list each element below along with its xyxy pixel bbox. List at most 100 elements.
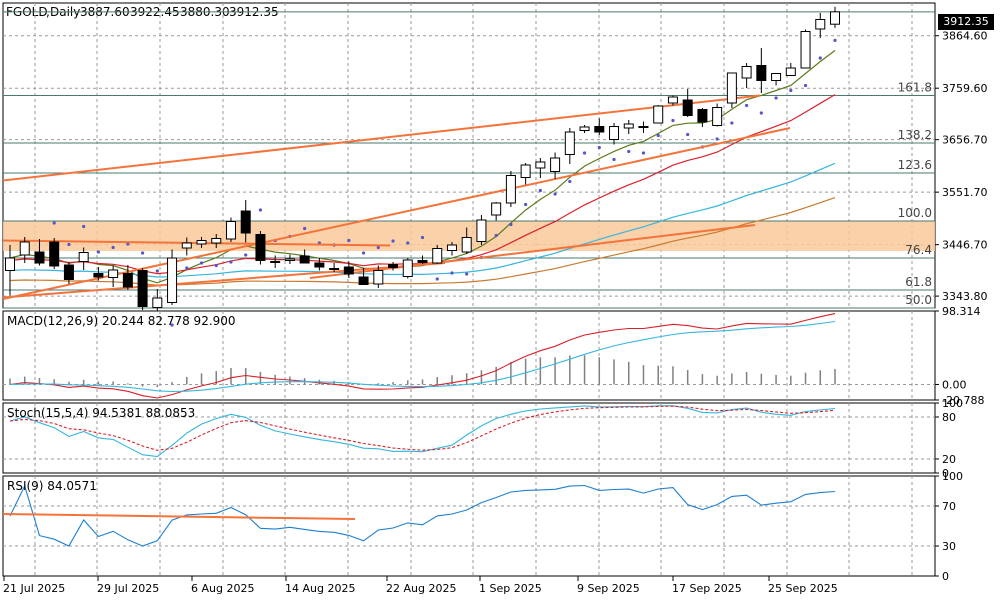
candle-body [211, 238, 222, 244]
candle-body [34, 251, 45, 264]
candle-body [5, 257, 15, 271]
psar-dot [568, 179, 572, 184]
candle-body [358, 276, 369, 285]
psar-dot [244, 253, 248, 257]
candle-body [564, 131, 575, 155]
psar-dot [627, 149, 631, 154]
psar-dot [126, 242, 130, 246]
psar-dot [656, 133, 660, 138]
fib-level-label: 61.8 [905, 275, 932, 289]
candle-body [78, 252, 89, 262]
psar-dot [347, 238, 351, 243]
candle-body [726, 72, 737, 104]
macd-axis-label: 0.00 [942, 378, 967, 391]
y-axis-label: 3446.70 [942, 239, 988, 252]
stoch-panel-frame [2, 402, 936, 474]
candle-body [314, 262, 325, 268]
psar-dot [67, 242, 71, 247]
candle-body [49, 241, 60, 267]
y-axis-label: 3864.60 [942, 30, 988, 43]
price-trendline [2, 239, 391, 247]
macd-label: MACD(12,26,9) 20.244 82.778 92.900 [7, 314, 236, 328]
candle-body [623, 123, 634, 129]
fib-level-label: 138.2 [898, 128, 932, 142]
x-axis-label: 6 Aug 2025 [191, 582, 254, 595]
candle-body [535, 161, 546, 169]
candle-body [815, 19, 826, 30]
x-axis-label: 1 Sep 2025 [479, 582, 542, 595]
candle-body [255, 234, 266, 261]
psar-dot [524, 202, 528, 207]
rsi-axis-label: 100 [942, 470, 963, 483]
candle-body [167, 257, 178, 303]
x-axis-label: 9 Sep 2025 [577, 582, 640, 595]
candle-body [491, 202, 502, 216]
candle-body [505, 175, 516, 204]
y-axis-label: 3759.60 [942, 82, 988, 95]
psar-dot [686, 132, 690, 137]
candle-body [830, 11, 840, 25]
candle-body [225, 221, 236, 240]
psar-dot [406, 241, 410, 245]
fib-level-label: 76.4 [905, 243, 932, 257]
rsi-trendline [2, 513, 356, 520]
stoch-d-line [9, 405, 836, 451]
macd-panel-frame [2, 310, 936, 401]
candle-body [697, 109, 708, 123]
psar-dot [730, 121, 734, 125]
psar-dot [494, 233, 498, 238]
rsi-axis-label: 0 [942, 570, 949, 583]
fib-level-label: 161.8 [898, 81, 932, 95]
psar-dot [52, 221, 56, 225]
candle-body [446, 244, 457, 251]
fib-level-label: 100.0 [898, 206, 932, 220]
psar-dot [435, 277, 439, 281]
stoch-axis-label: 20 [942, 453, 956, 466]
candle-body [800, 31, 811, 69]
candle-body [19, 241, 30, 256]
psar-dot [82, 224, 86, 229]
psar-dot [789, 88, 793, 93]
psar-dot [745, 103, 749, 108]
candle-body [756, 65, 767, 81]
x-axis-label: 22 Aug 2025 [386, 582, 456, 595]
candle-body [579, 126, 590, 131]
psar-dot [582, 151, 587, 155]
psar-dot [155, 269, 159, 273]
psar-dot [509, 222, 513, 227]
stoch-axis-label: 80 [942, 411, 956, 424]
x-axis-label: 29 Jul 2025 [97, 582, 159, 595]
macd-signal-line [9, 320, 836, 393]
macd-line [9, 313, 836, 399]
psar-dot [671, 118, 675, 123]
psar-dot [465, 272, 469, 276]
psar-dot [229, 260, 233, 264]
candle-body [712, 107, 723, 126]
psar-dot [111, 245, 115, 250]
x-axis-label: 17 Sep 2025 [672, 582, 742, 595]
price-trendline [2, 94, 761, 182]
candle-body [638, 126, 649, 128]
candle-body [108, 269, 119, 278]
candle-body [181, 242, 192, 249]
stoch-axis-label: 100 [942, 397, 963, 410]
rsi-line [9, 484, 836, 547]
candle-body [653, 105, 664, 124]
psar-dot [759, 111, 763, 115]
candle-body [402, 259, 413, 277]
psar-dot [140, 251, 145, 255]
psar-dot [818, 56, 822, 60]
psar-dot [303, 226, 307, 231]
psar-dot [96, 250, 100, 254]
psar-dot [258, 208, 263, 212]
candle-body [785, 67, 796, 76]
candle-body [343, 266, 354, 275]
psar-dot [538, 188, 542, 193]
psar-dot [170, 323, 174, 327]
candle-body [137, 270, 148, 307]
fib-level-label: 50.0 [905, 293, 932, 307]
candle-body [417, 260, 428, 263]
candle-body [388, 264, 399, 268]
price-trendline [2, 262, 446, 299]
